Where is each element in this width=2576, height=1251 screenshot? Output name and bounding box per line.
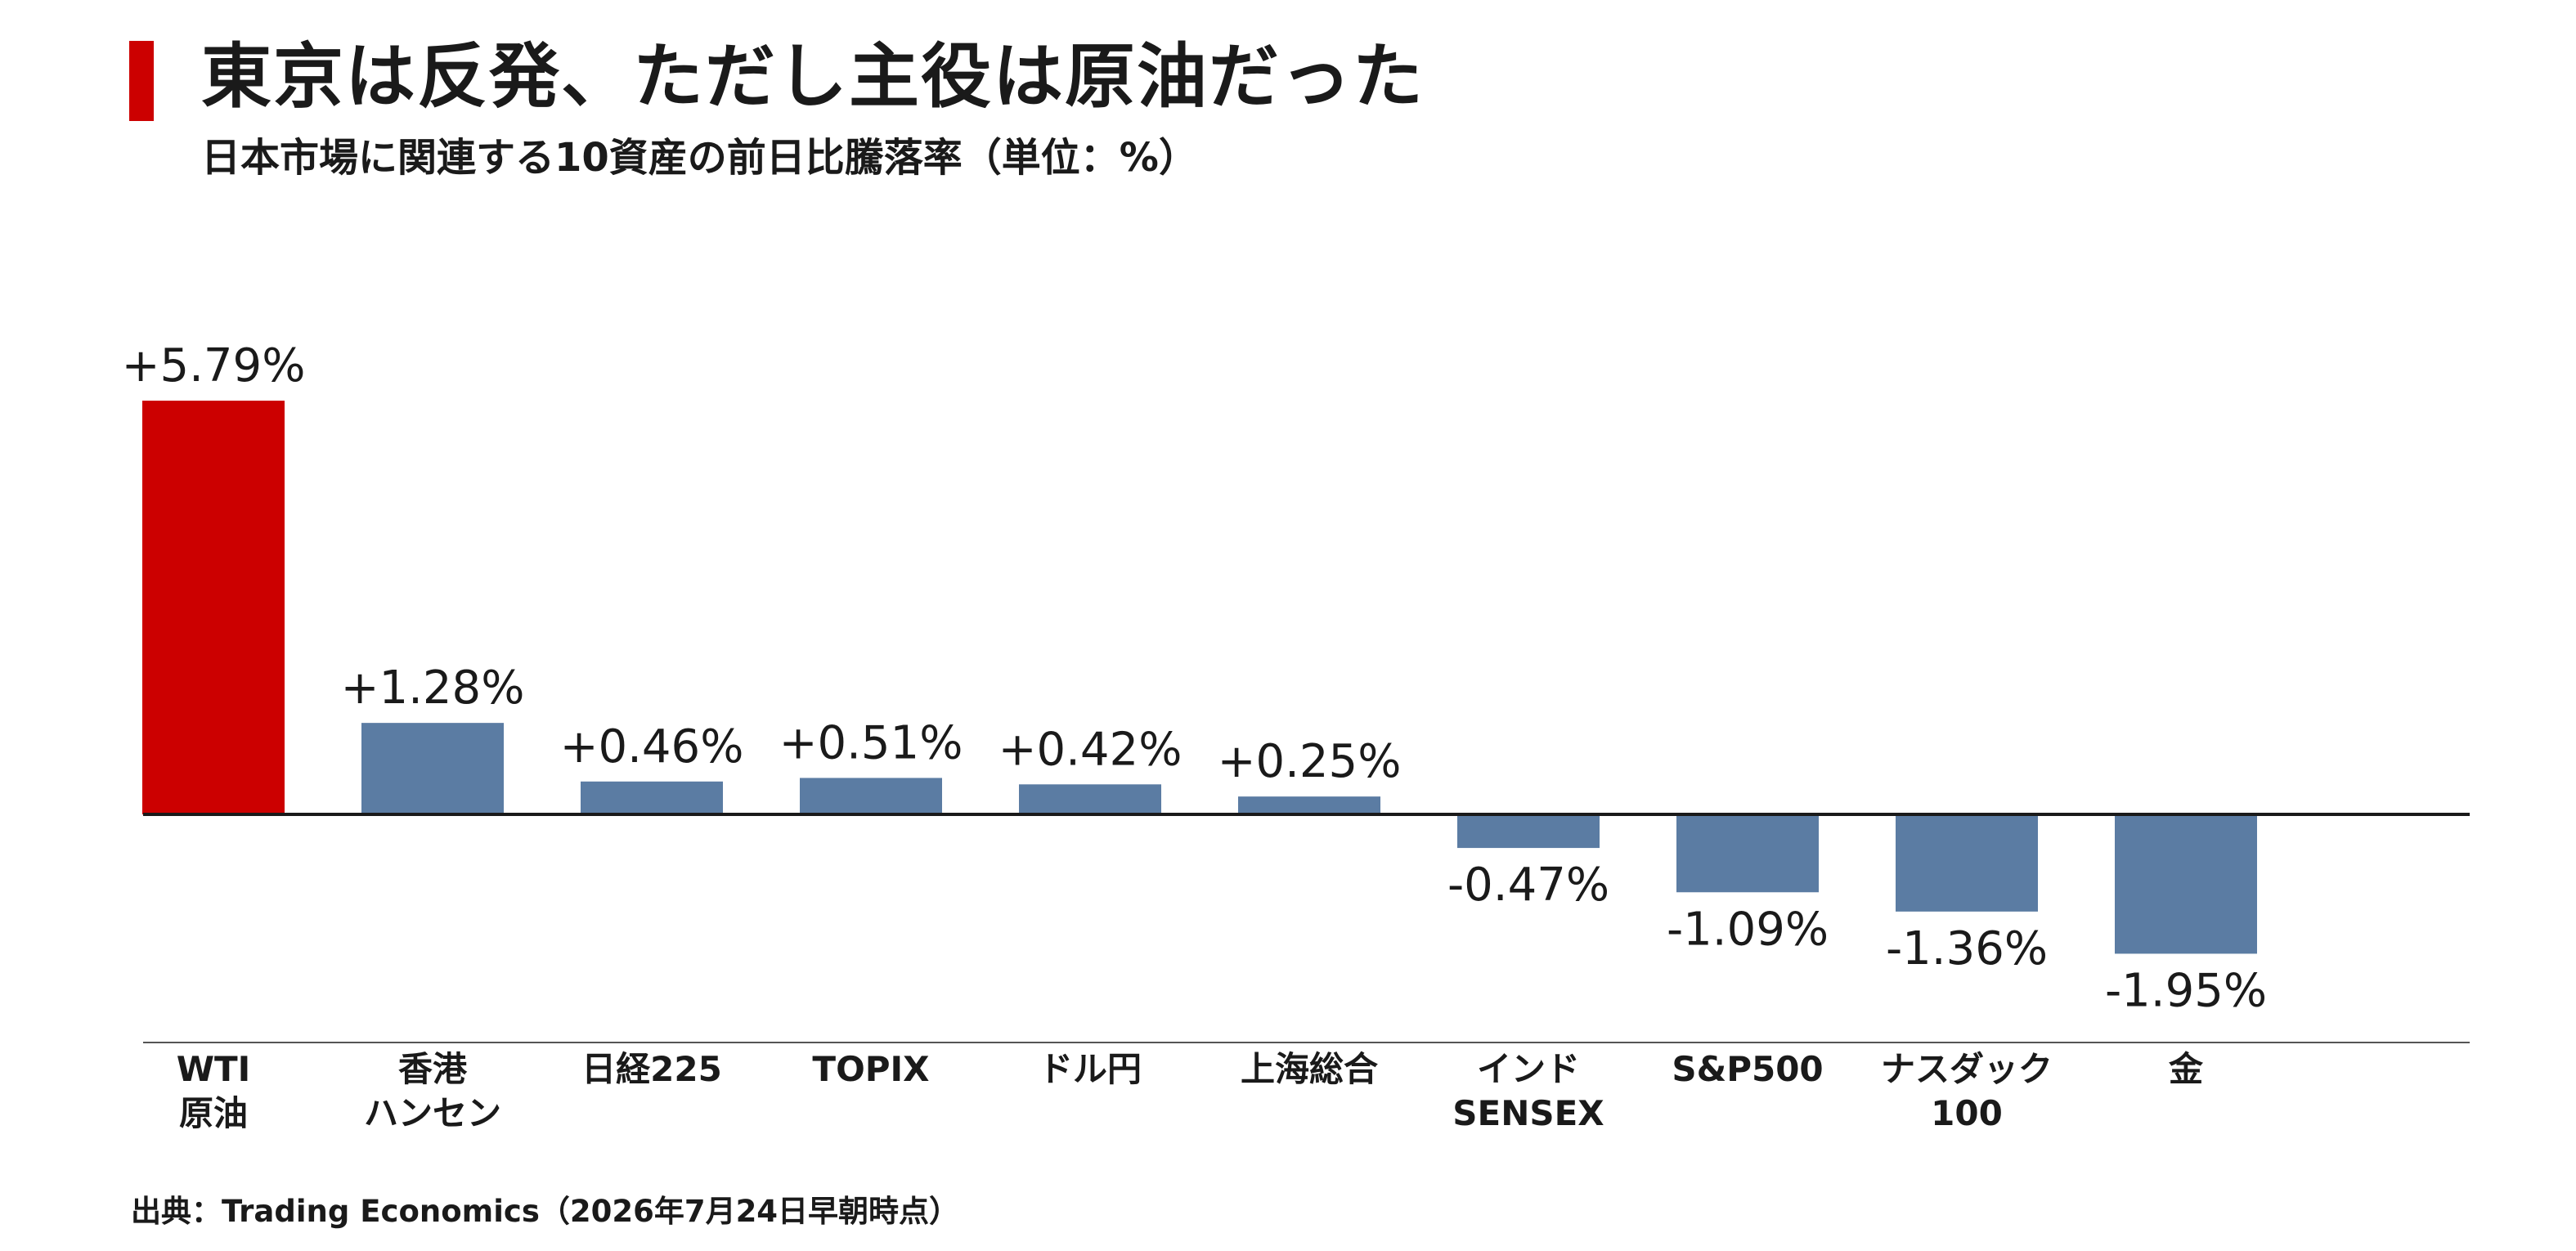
data-label-6: -0.47% [1447,859,1609,912]
x-tick-label-0-line-1: 原油 [179,1093,248,1133]
x-tick-label-3: TOPIX [812,1049,929,1089]
bar-1 [361,723,504,814]
data-label-7: -1.09% [1667,903,1829,956]
data-label-8: -1.36% [1886,922,2048,975]
bar-4 [1019,784,1161,814]
bar-7 [1676,814,1819,893]
x-tick-label-8-line-0: ナスダック [1881,1049,2053,1089]
x-tick-label-0-line-0: WTI [177,1049,251,1089]
x-tick-label-9: 金 [2168,1049,2204,1089]
data-label-0: +5.79% [122,339,306,392]
bar-9 [2115,814,2257,954]
x-tick-label-4: ドル円 [1039,1049,1142,1089]
bar-8 [1896,814,2038,912]
x-tick-label-1-line-1: ハンセン [364,1093,501,1133]
data-label-1: +1.28% [341,661,525,715]
title-accent-bar [129,41,154,121]
data-label-9: -1.95% [2105,964,2267,1017]
bar-3 [800,778,942,814]
data-label-5: +0.25% [1218,735,1402,788]
chart-title: 東京は反発、ただし主役は原油だった [201,36,1425,118]
x-tick-label-6-line-1: SENSEX [1452,1093,1604,1133]
source-note: 出典：Trading Economics（2026年7月24日早朝時点） [131,1194,960,1229]
chart-subtitle: 日本市場に関連する10資産の前日比騰落率（単位：%） [201,135,1198,181]
data-label-2: +0.46% [560,720,744,773]
bars-layer [142,401,2257,954]
bar-5 [1238,796,1380,814]
bar-6 [1457,814,1600,849]
x-tick-label-1-line-0: 香港 [398,1049,468,1089]
x-tick-label-5: 上海総合 [1241,1049,1378,1089]
data-label-4: +0.42% [999,723,1183,776]
x-tick-label-6-line-0: インド [1477,1049,1580,1089]
data-labels-layer: +5.79% +1.28% +0.46% +0.51% +0.42% +0.25% -0.4… [122,339,2267,1017]
x-tick-label-2: 日経225 [581,1049,722,1089]
x-tick-label-7: S&P500 [1672,1049,1823,1089]
x-tick-label-8-line-1: 100 [1931,1093,2003,1133]
bar-0 [142,401,285,814]
bar-2 [581,781,723,814]
data-label-3: +0.51% [779,716,963,769]
